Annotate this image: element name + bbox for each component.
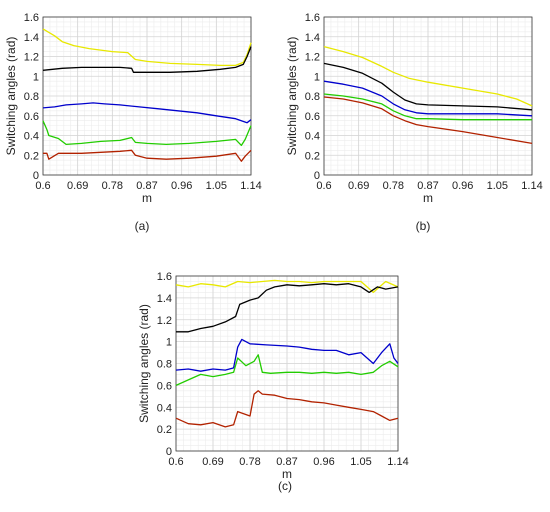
series-line-5 xyxy=(323,96,533,145)
x-tick-label: 0.87 xyxy=(276,456,297,468)
series-line-4 xyxy=(175,354,399,386)
y-tick-label: 1 xyxy=(33,71,39,83)
x-tick-label: 0.78 xyxy=(102,180,123,192)
panel-label: (c) xyxy=(278,479,292,493)
series-line-5 xyxy=(175,390,399,428)
y-tick-label: 1.2 xyxy=(157,315,172,327)
x-axis-label: m xyxy=(142,191,152,205)
x-tick-label: 0.78 xyxy=(383,180,404,192)
y-tick-label: 0.6 xyxy=(24,111,39,123)
y-tick-label: 0.8 xyxy=(305,91,320,103)
y-tick-label: 0.4 xyxy=(305,131,320,143)
x-tick-label: 0.6 xyxy=(35,180,50,192)
y-tick-label: 1.2 xyxy=(305,52,320,64)
x-tick-label: 1.14 xyxy=(521,180,542,192)
y-tick-label: 0.6 xyxy=(305,111,320,123)
series-line-3 xyxy=(323,80,533,117)
x-tick-label: 0.87 xyxy=(136,180,157,192)
x-tick-label: 0.69 xyxy=(202,456,223,468)
x-tick-label: 0.87 xyxy=(417,180,438,192)
y-tick-label: 0 xyxy=(33,170,39,182)
y-tick-label: 1.4 xyxy=(305,32,320,44)
y-tick-label: 0.6 xyxy=(157,380,172,392)
series-line-5 xyxy=(43,149,252,162)
y-tick-label: 0.2 xyxy=(24,150,39,162)
chart-panel: 0.6 0.69 0.78 0.87 0.96 1.05 1.14 0 0.2 0.4 0.6 0.8… xyxy=(4,12,262,233)
series-line-2 xyxy=(323,62,533,111)
series-line-3 xyxy=(42,102,252,124)
y-tick-label: 1.6 xyxy=(24,12,39,24)
series-line-3 xyxy=(175,338,399,372)
x-tick-label: 1.05 xyxy=(350,456,371,468)
series-line-2 xyxy=(42,46,252,73)
series-line-1 xyxy=(323,45,533,107)
y-tick-label: 1.6 xyxy=(305,12,320,24)
x-tick-label: 0.78 xyxy=(239,456,260,468)
y-tick-label: 0 xyxy=(314,170,320,182)
x-tick-label: 1.05 xyxy=(487,180,508,192)
y-tick-label: 0.2 xyxy=(305,150,320,162)
y-tick-label: 0.4 xyxy=(157,402,172,414)
y-tick-label: 1.4 xyxy=(157,293,172,305)
series-line-4 xyxy=(323,93,532,121)
series-line-1 xyxy=(42,28,252,67)
series-line-1 xyxy=(175,279,399,294)
panel-label: (b) xyxy=(416,219,431,233)
y-tick-label: 1.6 xyxy=(157,271,172,283)
y-tick-label: 0 xyxy=(166,446,172,458)
axes-frame xyxy=(323,16,533,176)
chart-panel: 0.6 0.69 0.78 0.87 0.96 1.05 1.14 0 0.2 0.4 0.6 0.8… xyxy=(137,271,409,493)
x-axis-label: m xyxy=(423,191,433,205)
y-tick-label: 1 xyxy=(166,337,172,349)
x-tick-label: 0.6 xyxy=(168,456,183,468)
y-tick-label: 0.2 xyxy=(157,424,172,436)
y-tick-label: 1.2 xyxy=(24,52,39,64)
chart-panel: 0.6 0.69 0.78 0.87 0.96 1.05 1.14 0 0.2 0.4 0.6 0.8… xyxy=(285,12,543,233)
x-tick-label: 0.96 xyxy=(452,180,473,192)
x-tick-label: 0.6 xyxy=(316,180,331,192)
x-tick-label: 0.96 xyxy=(171,180,192,192)
x-tick-label: 1.05 xyxy=(206,180,227,192)
x-tick-label: 0.69 xyxy=(67,180,88,192)
axes-frame xyxy=(42,16,252,176)
y-axis-label: Switching angles (rad) xyxy=(285,37,299,156)
y-axis-label: Switching angles (rad) xyxy=(137,304,151,423)
y-tick-label: 1 xyxy=(314,71,320,83)
panel-label: (a) xyxy=(135,219,150,233)
x-axis-label: m xyxy=(282,467,292,481)
x-tick-label: 0.96 xyxy=(313,456,334,468)
y-axis-label: Switching angles (rad) xyxy=(4,37,18,156)
y-tick-label: 0.8 xyxy=(24,91,39,103)
series-line-4 xyxy=(42,120,252,147)
y-tick-label: 0.8 xyxy=(157,359,172,371)
y-tick-label: 1.4 xyxy=(24,32,39,44)
x-tick-label: 1.14 xyxy=(387,456,408,468)
y-tick-label: 0.4 xyxy=(24,131,39,143)
series-line-2 xyxy=(176,283,399,333)
x-tick-label: 1.14 xyxy=(240,180,261,192)
x-tick-label: 0.69 xyxy=(348,180,369,192)
